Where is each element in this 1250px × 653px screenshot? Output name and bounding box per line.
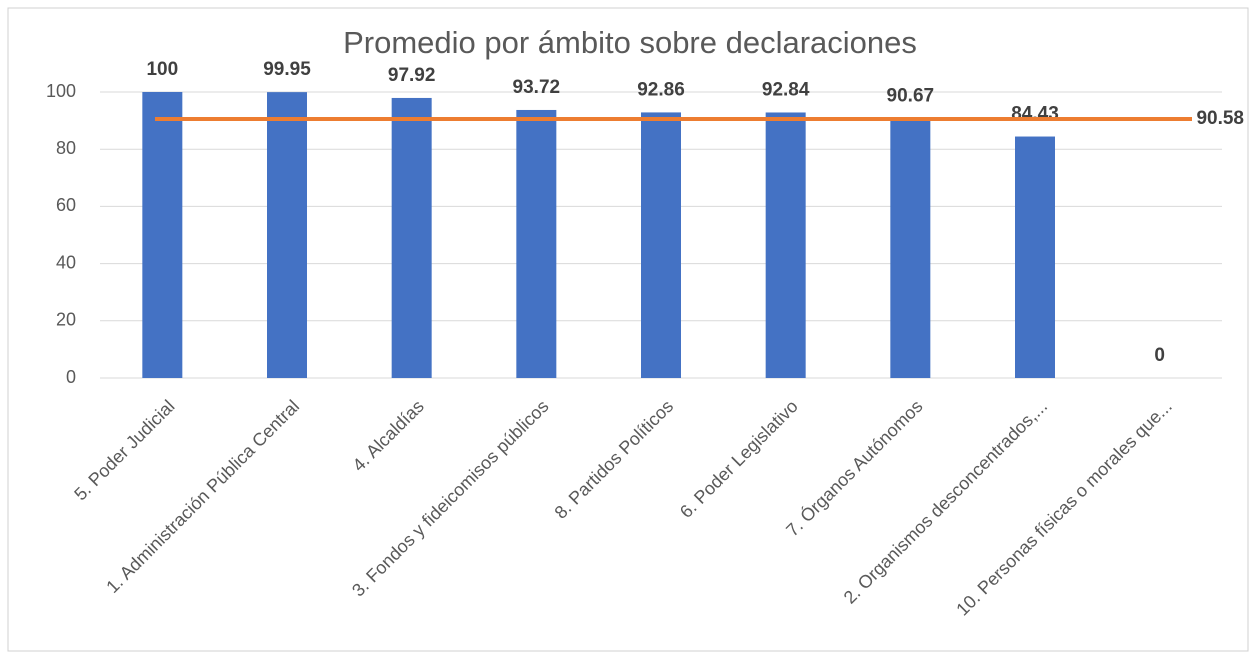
value-label: 92.84 <box>762 79 810 100</box>
y-tick-label: 0 <box>66 367 76 387</box>
bar <box>392 98 432 378</box>
bar <box>890 119 930 378</box>
y-tick-label: 20 <box>56 310 76 330</box>
bar <box>267 92 307 378</box>
chart-title: Promedio por ámbito sobre declaraciones <box>343 25 917 60</box>
chart-frame <box>8 8 1248 651</box>
bar <box>766 112 806 378</box>
value-label: 0 <box>1154 345 1165 366</box>
bar <box>142 92 182 378</box>
value-label: 93.72 <box>513 77 561 98</box>
value-label: 97.92 <box>388 65 436 86</box>
value-label: 84.43 <box>1011 104 1059 125</box>
y-tick-label: 80 <box>56 138 76 158</box>
bar <box>641 112 681 378</box>
value-label: 92.86 <box>637 79 685 100</box>
value-label: 99.95 <box>263 59 311 80</box>
value-label: 90.67 <box>887 86 935 107</box>
value-label: 100 <box>146 59 178 80</box>
bar <box>516 110 556 378</box>
bar <box>1015 137 1055 378</box>
y-tick-label: 100 <box>46 81 76 101</box>
chart: Promedio por ámbito sobre declaraciones … <box>0 0 1250 653</box>
average-label: 90.58 <box>1196 108 1244 129</box>
y-tick-label: 60 <box>56 195 76 215</box>
y-tick-label: 40 <box>56 252 76 272</box>
